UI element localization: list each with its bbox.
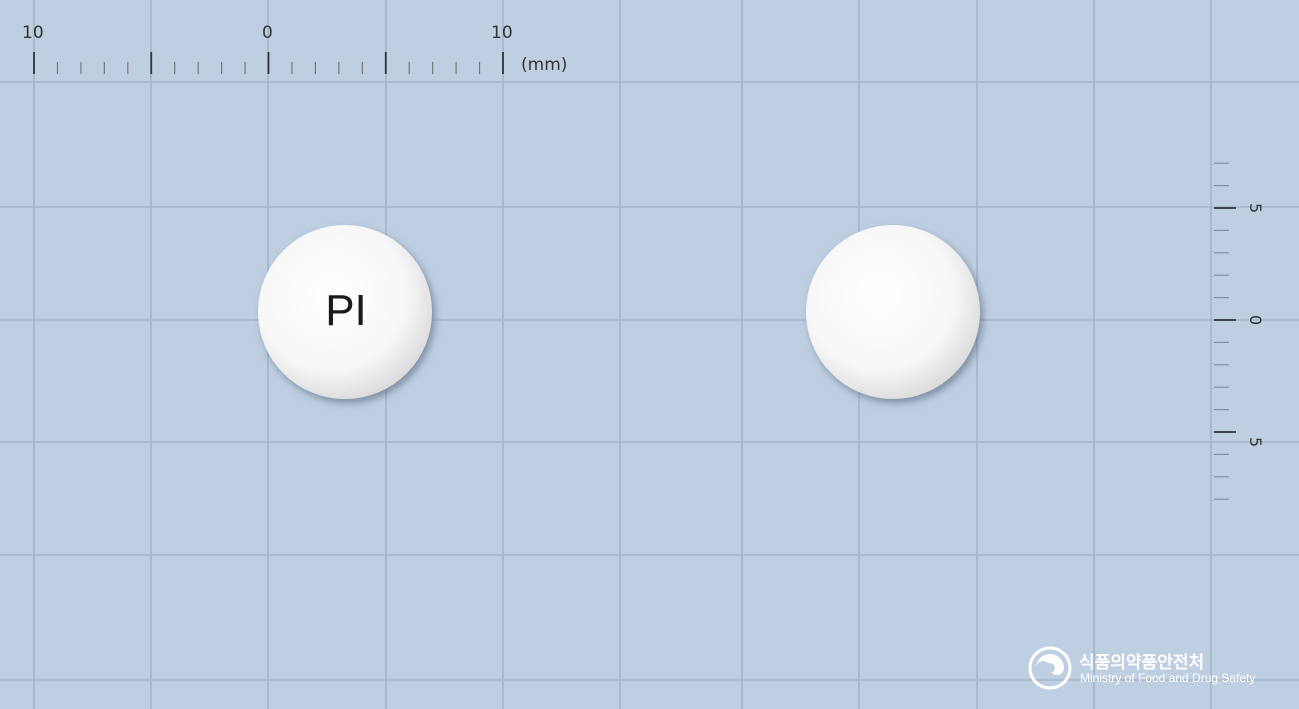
watermark-english: Ministry of Food and Drug Safety: [1080, 671, 1256, 685]
pill-front-body: [258, 225, 432, 399]
pill-front-imprint: PI: [325, 286, 367, 335]
mfds-logo-icon: [1028, 646, 1072, 690]
pill-back: [806, 225, 980, 399]
ruler-unit-label: (mm): [521, 55, 567, 75]
pill-back-body: [806, 225, 980, 399]
watermark-korean: 식품의약품안전처: [1079, 653, 1205, 673]
pill-front: [258, 225, 432, 399]
ruler-label-0: 0: [262, 23, 273, 43]
ruler-label-left-10: 10: [22, 23, 44, 43]
horizontal-ruler: [33, 52, 504, 74]
vertical-ruler: [1214, 162, 1236, 500]
vruler-label-top-5: 5: [1246, 203, 1265, 213]
vruler-label-0: 0: [1246, 315, 1265, 325]
ruler-label-right-10: 10: [491, 23, 513, 43]
vruler-label-bottom-5: 5: [1246, 437, 1265, 447]
